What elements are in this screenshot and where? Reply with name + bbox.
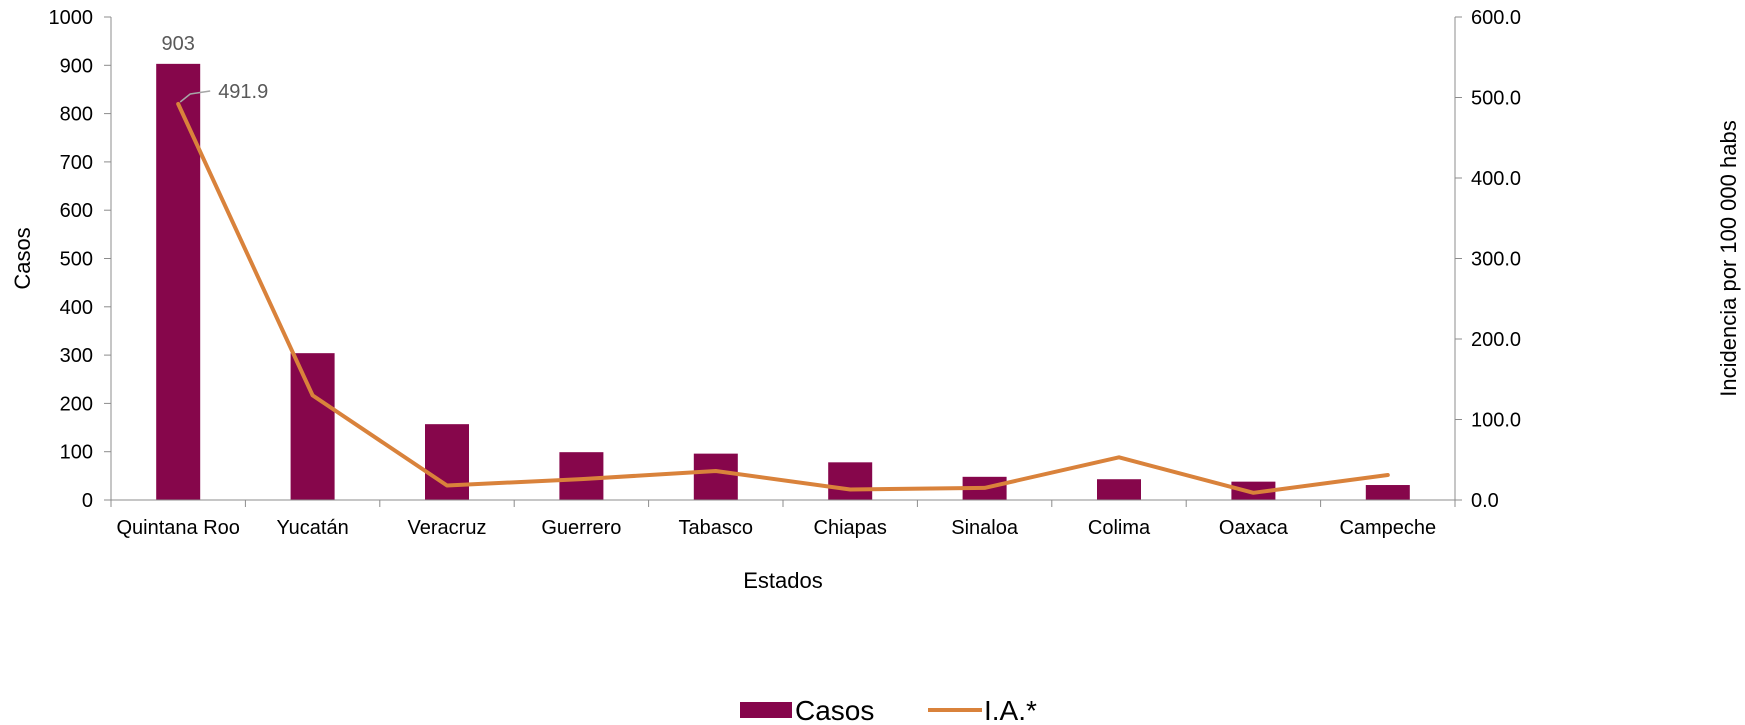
x-tick-label-2: Veracruz [408,517,487,539]
labels-layer: 903 491.9 [162,33,269,103]
legend: Casos I.A.* [740,695,1037,725]
bar-casos-1 [290,353,335,500]
bar-casos-7 [1097,479,1141,500]
y-right-tick-label-2: 200.0 [1471,329,1521,351]
y-left-tick-label-7: 700 [60,152,93,174]
line-layer [176,102,1390,495]
y-left-tick-label-3: 300 [60,345,93,367]
bar-casos-9 [1365,485,1410,500]
x-tick-label-4: Tabasco [679,517,754,539]
x-tick-label-3: Guerrero [541,517,621,539]
x-tick-label-1: Yucatán [276,517,348,539]
legend-label-ia: I.A.* [984,695,1037,725]
bar-casos-4 [693,453,738,500]
y-left-tick-label-6: 600 [60,200,93,222]
legend-swatch-casos [740,702,792,718]
y-right-tick-label-4: 400.0 [1471,168,1521,190]
y-right-tick-label-0: 0.0 [1471,490,1499,512]
legend-label-casos: Casos [795,695,874,725]
x-tick-label-0: Quintana Roo [116,517,239,539]
x-tick-label-8: Oaxaca [1219,517,1289,539]
x-tick-label-6: Sinaloa [951,517,1019,539]
y-left-tick-label-8: 800 [60,104,93,126]
data-label-casos-0: 903 [162,33,195,55]
data-label-leader-ia-0 [179,90,211,103]
y-right-tick-label-3: 300.0 [1471,249,1521,271]
axes-layer: 0 100 200 300 400 500 600 700 800 900 1000 0.0 100.0… [49,7,1522,539]
y-right-tick-label-1: 100.0 [1471,410,1521,432]
y-left-tick-label-1: 100 [60,442,93,464]
y-left-tick-label-5: 500 [60,249,93,271]
bar-casos-3 [559,452,604,500]
y-left-tick-label-4: 400 [60,297,93,319]
y-axis-left-title: Casos [10,227,35,289]
y-left-tick-label-10: 1000 [49,7,94,29]
x-tick-label-7: Colima [1088,517,1151,539]
y-left-tick-label-0: 0 [82,490,93,512]
y-axis-right-title: Incidencia por 100 000 habs [1716,120,1741,396]
bar-casos-0 [156,63,201,500]
bar-casos-5 [828,462,873,500]
x-tick-label-5: Chiapas [814,517,887,539]
y-left-tick-label-2: 200 [60,393,93,415]
data-label-ia-0: 491.9 [218,81,268,103]
y-right-tick-label-5: 500.0 [1471,88,1521,110]
y-right-tick-label-6: 600.0 [1471,7,1521,29]
line-ia [176,102,1390,495]
bar-casos-2 [425,424,469,500]
bars-layer [156,63,1410,500]
x-tick-label-9: Campeche [1339,517,1436,539]
x-axis-title: Estados [743,568,823,593]
y-left-tick-label-9: 900 [60,55,93,77]
